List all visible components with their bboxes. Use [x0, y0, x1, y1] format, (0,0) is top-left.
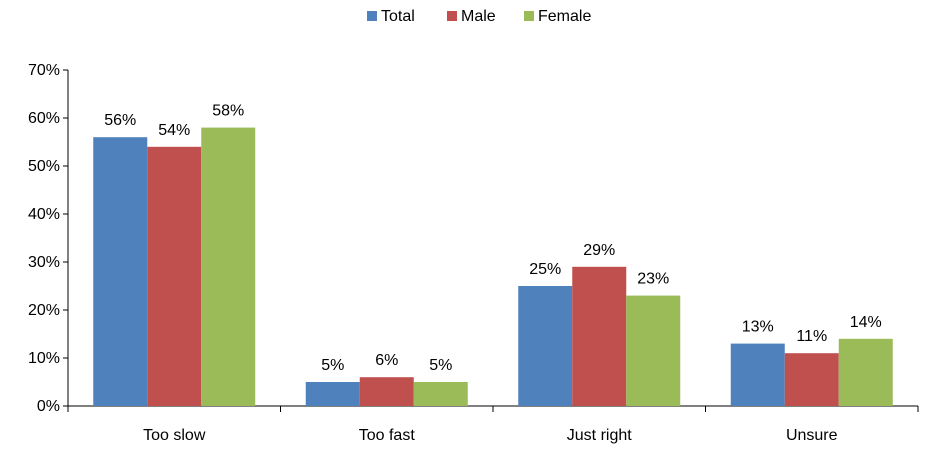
- bar-male: [147, 146, 202, 407]
- data-label: 6%: [375, 352, 398, 369]
- y-tick-label: 30%: [28, 254, 60, 271]
- y-tick-label: 0%: [37, 398, 60, 415]
- y-tick-label: 50%: [28, 158, 60, 175]
- data-label: 23%: [637, 271, 669, 288]
- y-tick-label: 10%: [28, 350, 60, 367]
- bar-male: [784, 353, 839, 406]
- bar-total: [730, 343, 785, 406]
- x-tick-label: Unsure: [786, 427, 838, 444]
- x-tick-label: Too fast: [359, 427, 416, 444]
- bar-female: [838, 338, 893, 406]
- legend-label: Female: [538, 8, 591, 25]
- data-label: 11%: [796, 328, 827, 345]
- data-label: 54%: [158, 122, 190, 139]
- legend-swatch-total: [367, 11, 377, 21]
- legend-label: Total: [381, 8, 415, 25]
- bar-male: [572, 266, 627, 406]
- y-tick-label: 40%: [28, 206, 60, 223]
- data-label: 58%: [212, 103, 244, 120]
- data-label: 14%: [850, 314, 882, 331]
- legend-swatch-female: [524, 11, 534, 21]
- x-tick-label: Just right: [567, 427, 632, 444]
- bar-female: [413, 382, 468, 406]
- legend: Total Male Female: [367, 8, 591, 25]
- bar-total: [305, 382, 360, 406]
- legend-swatch-male: [447, 11, 457, 21]
- bar-total: [518, 286, 573, 406]
- data-label: 5%: [429, 357, 452, 374]
- data-label: 5%: [321, 357, 344, 374]
- bar-male: [359, 377, 414, 406]
- data-label: 13%: [742, 319, 774, 336]
- data-label: 29%: [583, 242, 615, 259]
- bar-female: [626, 295, 681, 406]
- y-tick-label: 60%: [28, 110, 60, 127]
- bar-total: [93, 137, 148, 406]
- legend-label: Male: [461, 8, 496, 25]
- y-tick-label: 70%: [28, 62, 60, 79]
- data-labels: 56% 54% 58% 5% 6% 5% 25% 29% 23% 13% 11% 14%: [104, 103, 882, 374]
- bars: [93, 127, 893, 407]
- x-axis: Too slow Too fast Just right Unsure: [67, 405, 919, 444]
- x-tick-label: Too slow: [143, 427, 206, 444]
- bar-female: [201, 127, 256, 406]
- data-label: 56%: [104, 112, 136, 129]
- data-label: 25%: [529, 261, 561, 278]
- y-axis: 0% 10% 20% 30% 40% 50% 60% 70%: [28, 62, 69, 415]
- y-tick-label: 20%: [28, 302, 60, 319]
